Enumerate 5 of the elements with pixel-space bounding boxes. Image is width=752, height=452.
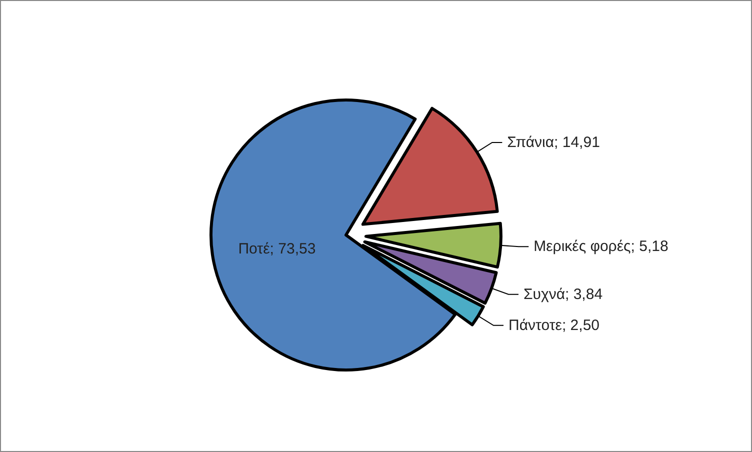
slice-label: Πάντοτε; 2,50 [508, 316, 600, 334]
slice-label: Συχνά; 3,84 [523, 286, 603, 303]
slice-label: Ποτέ; 73,53 [238, 240, 316, 258]
slice-label: Μερικές φορές; 5,18 [534, 238, 668, 256]
slice-label: Σπάνια; 14,91 [507, 134, 600, 151]
